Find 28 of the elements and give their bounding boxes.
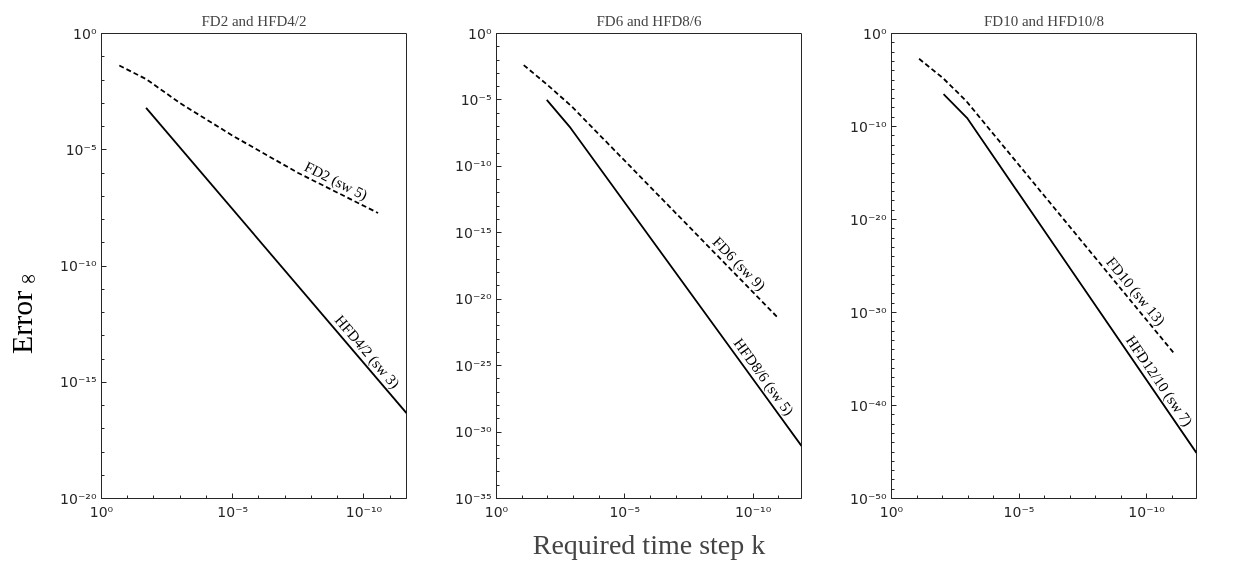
y-tick-label: 10⁻⁴⁰ (850, 397, 887, 414)
y-tick-label: 10⁻²⁰ (850, 211, 887, 228)
y-tick-label: 10⁻¹⁰ (850, 118, 887, 135)
x-axis-title: Required time step k (532, 528, 766, 560)
y-tick-label: 10⁻⁵ (460, 91, 492, 108)
x-tick-label: 10⁻¹⁰ (345, 503, 383, 520)
x-tick-label: 10⁻⁵ (217, 503, 249, 520)
text: FD2 (sw 5) (301, 158, 371, 205)
y-tick-label: 10⁻²⁰ (455, 291, 492, 308)
chart-title: FD2 and HFD4/2 (201, 12, 307, 29)
x-tick-label: 10⁻⁵ (1003, 503, 1035, 520)
y-tick-label: 10⁻¹⁵ (455, 224, 492, 241)
text: FD6 (sw 9) (708, 233, 769, 295)
y-tick-label: 10⁻³⁰ (850, 304, 887, 321)
chart-title: FD10 and HFD10/8 (984, 12, 1105, 29)
y-tick-label: 10⁰ (863, 25, 887, 42)
y-tick-label: 10⁻²⁵ (455, 357, 492, 374)
y-tick-label: 10⁻¹⁵ (60, 374, 97, 391)
y-tick-label: 10⁻¹⁰ (60, 258, 97, 274)
x-tick-label: 10⁻¹⁰ (734, 503, 772, 520)
chart-title: FD6 and HFD8/6 (596, 12, 702, 29)
y-tick-label: 10⁰ (468, 25, 492, 42)
x-tick-label: 10⁻¹⁰ (1128, 503, 1166, 520)
y-tick-label: 10⁻⁵ (65, 141, 97, 158)
y-tick-label: 10⁻¹⁰ (455, 158, 492, 175)
y-tick-label: 10⁻³⁰ (455, 424, 492, 441)
y-tick-label: 10⁰ (73, 25, 97, 42)
x-tick-label: 10⁻⁵ (609, 503, 641, 520)
